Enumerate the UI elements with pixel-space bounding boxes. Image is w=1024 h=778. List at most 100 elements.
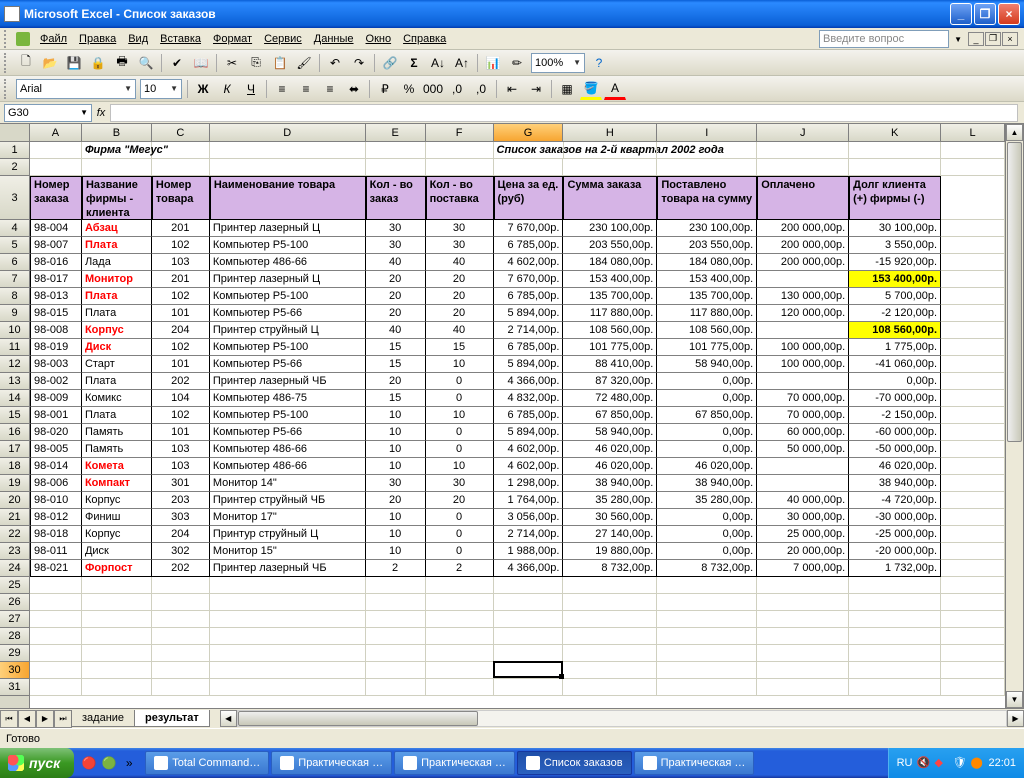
- cell[interactable]: Компьютер 486-75: [210, 390, 366, 407]
- cell[interactable]: Лада: [82, 254, 152, 271]
- cell[interactable]: 0,00р.: [657, 543, 757, 560]
- sheet-tab[interactable]: результат: [134, 710, 210, 727]
- select-all-button[interactable]: [0, 124, 30, 142]
- cell[interactable]: Сумма заказа: [563, 176, 657, 220]
- cell[interactable]: Компьютер Р5-66: [210, 356, 366, 373]
- print-icon[interactable]: 🖶: [111, 52, 133, 74]
- cell[interactable]: [210, 628, 366, 645]
- cell[interactable]: 38 940,00р.: [563, 475, 657, 492]
- cell[interactable]: Компьютер Р5-100: [210, 339, 366, 356]
- lang-indicator[interactable]: RU: [897, 757, 913, 769]
- cell[interactable]: 203 550,00р.: [563, 237, 657, 254]
- cell[interactable]: 30 100,00р.: [849, 220, 941, 237]
- cell[interactable]: [657, 594, 757, 611]
- currency-icon[interactable]: ₽: [374, 78, 396, 100]
- column-header[interactable]: I: [657, 124, 757, 141]
- cell[interactable]: [152, 594, 210, 611]
- cell[interactable]: 0,00р.: [657, 373, 757, 390]
- cell[interactable]: 6 785,00р.: [494, 288, 564, 305]
- cell[interactable]: Долг клиента (+) фирмы (-): [849, 176, 941, 220]
- row-header[interactable]: 12: [0, 356, 29, 373]
- cell[interactable]: 58 940,00р.: [657, 356, 757, 373]
- cell[interactable]: 135 700,00р.: [657, 288, 757, 305]
- cell[interactable]: [563, 594, 657, 611]
- cell[interactable]: [152, 628, 210, 645]
- cell[interactable]: [564, 142, 658, 159]
- cell[interactable]: 0: [426, 390, 494, 407]
- row-header[interactable]: 30: [0, 662, 29, 679]
- cell[interactable]: 5 700,00р.: [849, 288, 941, 305]
- cell[interactable]: Компьютер Р5-66: [210, 305, 366, 322]
- cell[interactable]: 10: [366, 458, 426, 475]
- cell[interactable]: [152, 679, 210, 696]
- cell[interactable]: Принтер лазерный Ц: [210, 271, 366, 288]
- cell[interactable]: 35 280,00р.: [657, 492, 757, 509]
- cell[interactable]: [82, 679, 152, 696]
- cell[interactable]: 103: [152, 458, 210, 475]
- row-header[interactable]: 19: [0, 475, 29, 492]
- cut-icon[interactable]: ✂: [221, 52, 243, 74]
- start-button[interactable]: пуск: [0, 748, 74, 778]
- cell[interactable]: 98-018: [30, 526, 82, 543]
- cell[interactable]: 70 000,00р.: [757, 390, 849, 407]
- cell[interactable]: [849, 628, 941, 645]
- cell[interactable]: Финиш: [82, 509, 152, 526]
- cell[interactable]: [657, 159, 757, 176]
- cell[interactable]: 15: [426, 339, 494, 356]
- cell[interactable]: 1 988,00р.: [494, 543, 564, 560]
- cell[interactable]: [757, 142, 849, 159]
- font-color-icon[interactable]: A: [604, 78, 626, 100]
- cell[interactable]: 46 020,00р.: [563, 458, 657, 475]
- cell[interactable]: [563, 159, 657, 176]
- cell[interactable]: 2 714,00р.: [494, 526, 564, 543]
- cell[interactable]: 10: [366, 526, 426, 543]
- spreadsheet-grid[interactable]: ABCDEFGHIJKL 123456789101112131415161718…: [0, 124, 1024, 708]
- cell[interactable]: 30: [366, 237, 426, 254]
- cell[interactable]: [210, 142, 366, 159]
- cell[interactable]: [757, 662, 849, 679]
- cell[interactable]: [152, 662, 210, 679]
- cell[interactable]: 98-006: [30, 475, 82, 492]
- cell[interactable]: 50 000,00р.: [757, 441, 849, 458]
- cell[interactable]: [30, 611, 82, 628]
- cell[interactable]: [941, 373, 1005, 390]
- cell[interactable]: 203: [152, 492, 210, 509]
- cell[interactable]: [757, 271, 849, 288]
- cell[interactable]: 98-021: [30, 560, 82, 577]
- cell[interactable]: 98-020: [30, 424, 82, 441]
- row-header[interactable]: 5: [0, 237, 29, 254]
- cell[interactable]: 15: [366, 356, 426, 373]
- scroll-down-icon[interactable]: ▼: [1006, 691, 1023, 708]
- column-header[interactable]: D: [210, 124, 366, 141]
- row-header[interactable]: 2: [0, 159, 29, 176]
- cell[interactable]: [941, 475, 1005, 492]
- cell[interactable]: 184 080,00р.: [657, 254, 757, 271]
- cell[interactable]: Монитор: [82, 271, 152, 288]
- cell[interactable]: 98-004: [30, 220, 82, 237]
- column-header[interactable]: G: [494, 124, 564, 141]
- cell[interactable]: Корпус: [82, 526, 152, 543]
- cell[interactable]: [563, 662, 657, 679]
- row-header[interactable]: 4: [0, 220, 29, 237]
- cell[interactable]: 202: [152, 560, 210, 577]
- cell[interactable]: [366, 577, 426, 594]
- cell[interactable]: Плата: [82, 288, 152, 305]
- cell[interactable]: Фирма "Мегус": [82, 142, 152, 159]
- cell[interactable]: Комикс: [82, 390, 152, 407]
- sort-asc-icon[interactable]: A↓: [427, 52, 449, 74]
- cell[interactable]: 40: [366, 254, 426, 271]
- tab-last-icon[interactable]: ⏭: [54, 710, 72, 728]
- row-header[interactable]: 26: [0, 594, 29, 611]
- cell[interactable]: -2 150,00р.: [849, 407, 941, 424]
- cell[interactable]: [563, 611, 657, 628]
- cell[interactable]: [494, 662, 564, 679]
- align-right-icon[interactable]: ≡: [319, 78, 341, 100]
- cell[interactable]: 38 940,00р.: [849, 475, 941, 492]
- cell[interactable]: [849, 142, 941, 159]
- cell[interactable]: Принтер лазерный ЧБ: [210, 560, 366, 577]
- cell[interactable]: 101 775,00р.: [563, 339, 657, 356]
- cell[interactable]: 4 602,00р.: [494, 254, 564, 271]
- row-header[interactable]: 6: [0, 254, 29, 271]
- cell[interactable]: [426, 662, 494, 679]
- cell[interactable]: 10: [366, 407, 426, 424]
